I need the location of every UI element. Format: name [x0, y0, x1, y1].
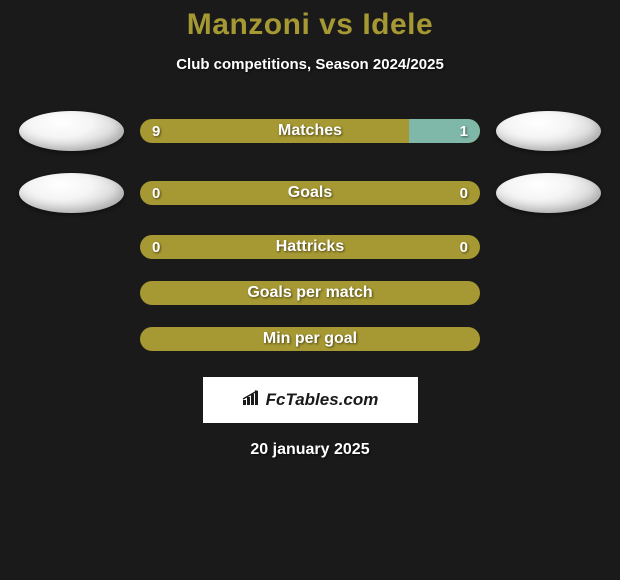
stat-bar: 0Goals0 [140, 181, 480, 205]
comparison-infographic: Manzoni vs Idele Club competitions, Seas… [0, 0, 620, 459]
logo: FcTables.com [242, 390, 379, 411]
stat-row: 9Matches1 [19, 111, 601, 151]
page-title: Manzoni vs Idele [187, 8, 433, 42]
stat-bar: 0Hattricks0 [140, 235, 480, 259]
logo-box: FcTables.com [203, 377, 418, 423]
stat-label: Matches [140, 122, 480, 140]
stat-bar: 9Matches1 [140, 119, 480, 143]
subtitle: Club competitions, Season 2024/2025 [176, 56, 444, 73]
stat-value-right: 0 [460, 185, 468, 202]
stat-label: Min per goal [140, 330, 480, 348]
stat-value-right: 1 [460, 123, 468, 140]
date: 20 january 2025 [250, 441, 369, 459]
stat-bar: Min per goal [140, 327, 480, 351]
stat-row: 0Goals0 [19, 173, 601, 213]
logo-text: FcTables.com [266, 390, 379, 410]
player-badge-right [496, 111, 601, 151]
player-badge-left [19, 111, 124, 151]
stat-label: Hattricks [140, 238, 480, 256]
stat-row: 0Hattricks0 [19, 235, 601, 259]
bar-chart-icon [242, 390, 262, 411]
stat-bar: Goals per match [140, 281, 480, 305]
stat-label: Goals per match [140, 284, 480, 302]
stat-row: Min per goal [19, 327, 601, 351]
player-badge-left [19, 173, 124, 213]
stats-rows: 9Matches10Goals00Hattricks0Goals per mat… [19, 111, 601, 373]
stat-value-right: 0 [460, 239, 468, 256]
player-badge-right [496, 173, 601, 213]
stat-row: Goals per match [19, 281, 601, 305]
stat-label: Goals [140, 184, 480, 202]
